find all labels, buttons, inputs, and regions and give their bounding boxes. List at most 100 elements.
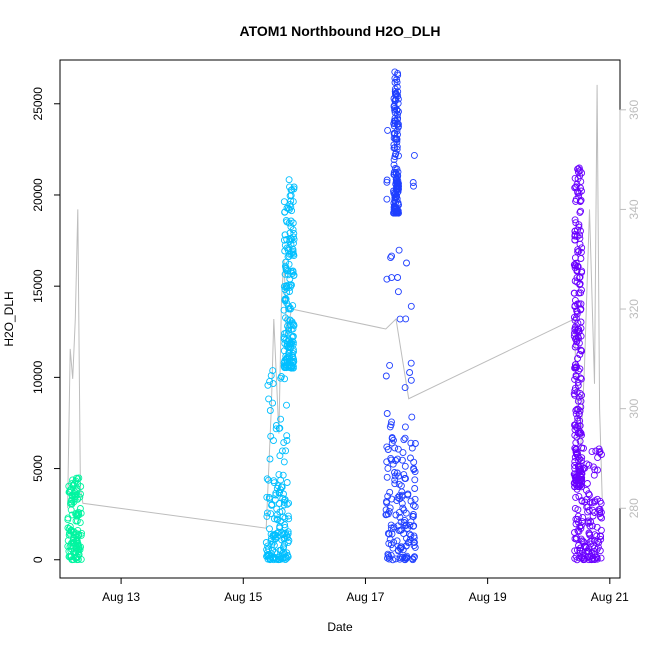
data-point	[280, 363, 288, 371]
data-point	[64, 514, 72, 522]
data-point	[593, 532, 601, 540]
data-point	[571, 479, 579, 487]
data-point	[574, 246, 582, 254]
data-point	[384, 126, 392, 134]
data-point	[285, 176, 293, 184]
data-point	[387, 524, 395, 532]
data-point	[266, 525, 273, 533]
data-point	[579, 466, 587, 474]
data-point	[578, 497, 586, 505]
y-tick-label: 15000	[31, 269, 45, 303]
data-point	[574, 397, 582, 405]
data-point	[597, 554, 605, 562]
data-point	[571, 387, 579, 395]
data-point	[578, 347, 586, 355]
data-point	[570, 289, 578, 297]
data-point	[571, 554, 579, 562]
data-point	[401, 462, 409, 470]
data-point	[286, 316, 294, 324]
data-point	[288, 363, 296, 370]
data-point	[397, 518, 405, 526]
data-point	[72, 491, 80, 499]
data-point	[581, 555, 588, 563]
data-point	[388, 274, 396, 282]
data-point	[282, 352, 290, 360]
data-point	[574, 355, 581, 362]
data-point	[391, 106, 399, 114]
data-point	[394, 494, 402, 501]
data-point	[391, 444, 399, 452]
data-point	[269, 399, 277, 407]
data-point	[394, 445, 402, 453]
data-point	[583, 460, 591, 468]
data-point	[407, 376, 415, 384]
data-point	[286, 201, 294, 208]
data-point	[591, 466, 599, 474]
data-point	[270, 541, 278, 549]
data-point	[572, 183, 580, 191]
data-point	[386, 504, 394, 512]
data-point	[279, 513, 287, 521]
y2-tick-label: 300	[627, 398, 641, 418]
data-point	[75, 510, 82, 518]
data-point	[281, 556, 289, 564]
data-point	[409, 556, 417, 564]
data-point	[598, 451, 605, 458]
data-point	[266, 495, 273, 503]
data-point	[394, 95, 402, 103]
data-point	[282, 447, 290, 455]
data-point	[286, 275, 294, 283]
data-point	[70, 538, 77, 546]
data-point	[383, 176, 391, 184]
data-point	[280, 543, 288, 551]
data-point	[282, 266, 290, 274]
data-point	[285, 340, 293, 348]
series-1	[64, 474, 86, 564]
data-point	[287, 191, 295, 199]
data-point	[571, 547, 579, 555]
data-point	[383, 473, 391, 481]
data-point	[290, 355, 298, 363]
data-point	[384, 464, 392, 472]
data-point	[585, 506, 593, 514]
data-point	[283, 299, 291, 307]
data-point	[392, 178, 400, 186]
data-point	[281, 496, 288, 504]
data-point	[286, 283, 294, 291]
data-point	[383, 498, 390, 505]
data-point	[281, 330, 288, 338]
data-point	[400, 436, 408, 444]
data-point	[578, 169, 586, 177]
data-point	[578, 470, 585, 478]
data-point	[573, 307, 581, 315]
data-point	[290, 230, 298, 237]
data-point	[68, 496, 76, 504]
data-point	[406, 369, 414, 376]
data-point	[401, 474, 409, 482]
data-point	[67, 553, 74, 561]
data-point	[586, 538, 594, 546]
y-tick-label: 0	[31, 556, 45, 563]
data-point	[270, 515, 278, 523]
data-point	[406, 536, 414, 543]
data-point	[577, 300, 585, 308]
data-point	[399, 449, 407, 457]
data-point	[391, 469, 398, 476]
data-point	[276, 424, 284, 432]
data-point	[586, 498, 594, 506]
data-point	[577, 305, 585, 313]
data-point	[272, 489, 280, 497]
data-point	[276, 556, 284, 563]
data-point	[571, 236, 579, 244]
data-point	[282, 216, 290, 224]
data-point	[276, 488, 284, 496]
data-point	[592, 447, 600, 455]
data-point	[589, 506, 597, 514]
data-point	[572, 423, 580, 431]
data-point	[267, 432, 275, 440]
data-point	[409, 511, 417, 518]
data-point	[575, 339, 583, 347]
data-point	[571, 216, 579, 224]
data-point	[404, 491, 412, 499]
data-point	[393, 78, 401, 86]
